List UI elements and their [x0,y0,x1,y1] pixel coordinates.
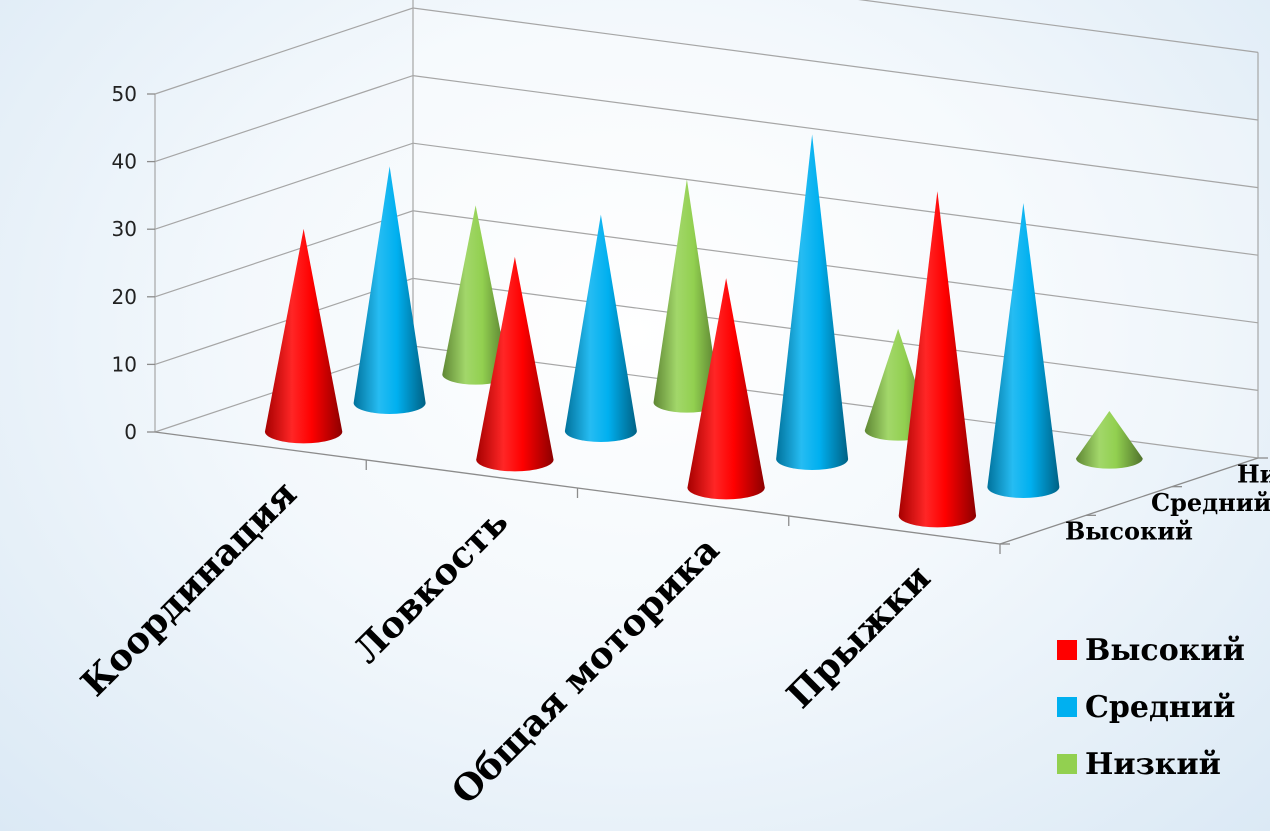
x-category-label: Координация [73,473,305,705]
depth-label: Низкий [1237,459,1270,488]
legend-item: Средний [1057,690,1235,725]
legend-item: Низкий [1057,747,1221,782]
legend-label: Высокий [1085,633,1245,668]
cone [776,134,849,471]
cone [353,166,426,414]
legend: Высокий Средний Низкий [1057,633,1245,782]
depth-axis-line [999,457,1259,545]
cone [898,191,977,528]
cones [264,134,1143,528]
y-tick-label: 10 [112,352,137,376]
y-tick-label: 20 [112,285,137,309]
legend-swatch [1057,754,1077,774]
y-axis-ticks: 0 10 20 30 40 50 [112,82,155,444]
legend-label: Средний [1085,690,1235,725]
legend-swatch [1057,640,1077,660]
y-tick-label: 50 [112,82,137,106]
back-wall [413,8,1258,458]
cone [687,278,765,500]
y-tick-label: 40 [112,150,137,174]
x-category-label: Прыжки [779,557,939,717]
x-category-label: Общая моторика [444,529,728,813]
legend-item: Высокий [1057,633,1245,668]
cone [442,205,509,385]
cone [476,256,554,472]
axes [154,431,1268,554]
cone [564,214,637,443]
cone [653,179,721,413]
y-tick-label: 0 [124,420,137,444]
cone [264,228,343,444]
x-category-label: Ловкость [345,501,516,672]
cone [987,203,1060,498]
depth-axis-labels: НизкийСреднийВысокий [1065,459,1270,545]
y-tick-label: 30 [112,217,137,241]
gridline [858,0,1259,53]
cone [1076,411,1143,469]
depth-label: Высокий [1065,517,1193,546]
legend-label: Низкий [1085,747,1221,782]
chart-walls [413,8,1258,458]
depth-label: Средний [1151,488,1270,517]
legend-swatch [1057,697,1077,717]
